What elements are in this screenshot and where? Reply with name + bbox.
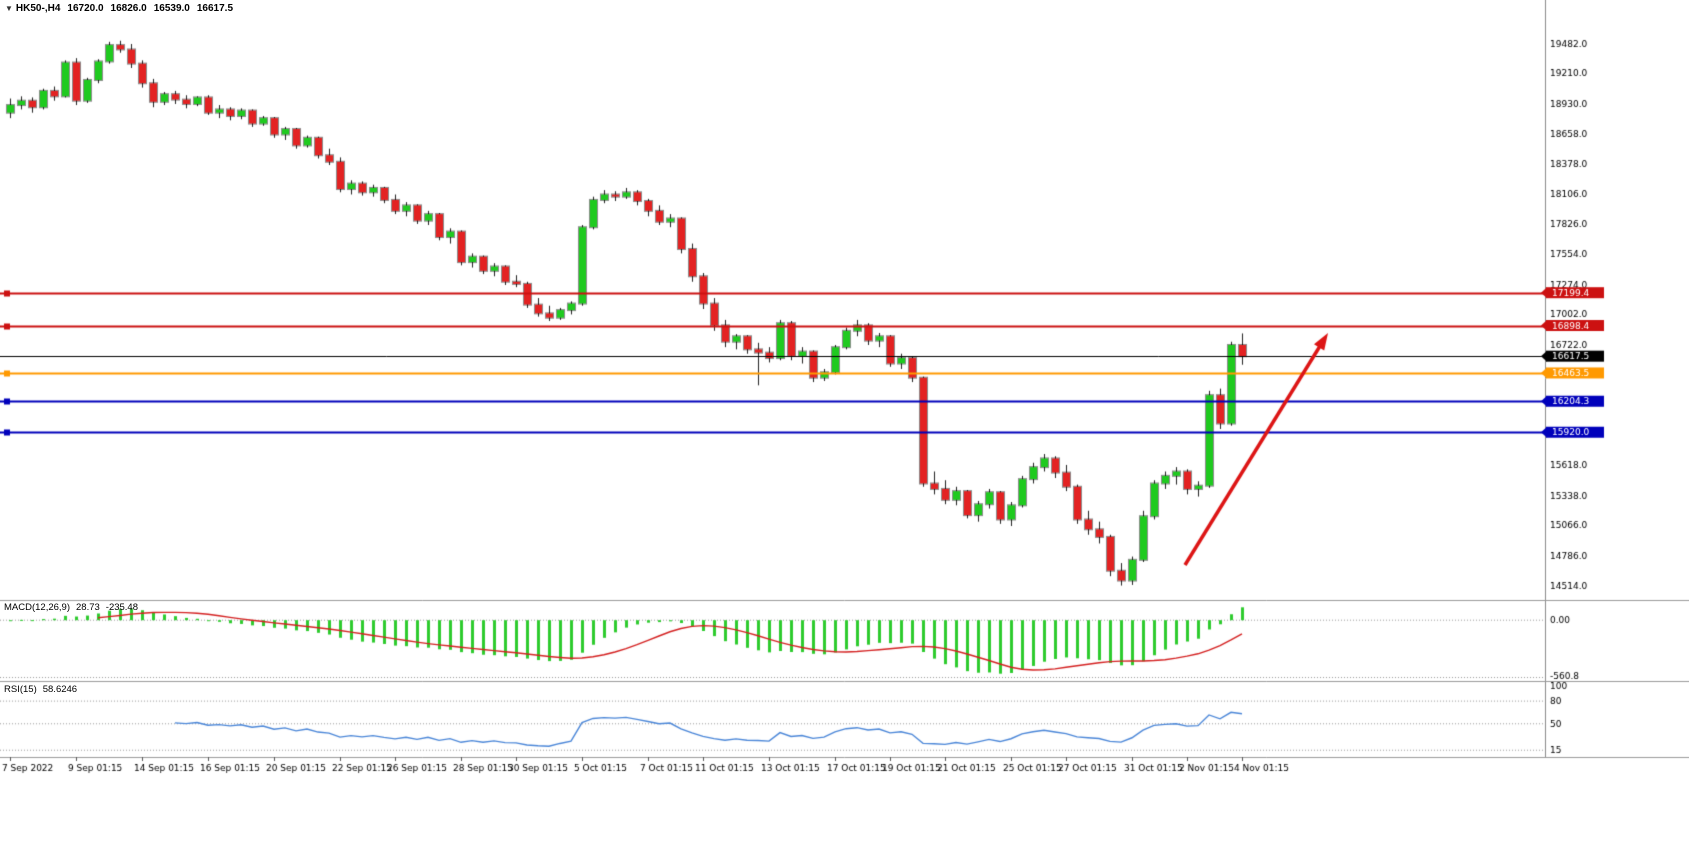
rsi-label-row: RSI(15) 58.6246 bbox=[4, 684, 77, 695]
ohlc-low-value: 16539.0 bbox=[153, 3, 190, 14]
macd-label: MACD(12,26,9) bbox=[4, 602, 70, 613]
symbol-collapse-icon[interactable]: ▼ bbox=[5, 4, 13, 13]
macd-main-value: 28.73 bbox=[76, 602, 100, 613]
ohlc-high-value: 16826.0 bbox=[110, 3, 147, 14]
ohlc-close-value: 16617.5 bbox=[196, 3, 234, 14]
ohlc-open-value: 16720.0 bbox=[67, 3, 104, 14]
macd-label-row: MACD(12,26,9) 28.73 -235.48 bbox=[4, 602, 138, 613]
rsi-label: RSI(15) bbox=[4, 684, 37, 695]
chart-header: ▼ HK50-,H4 16720.0 16826.0 16539.0 16617.5 bbox=[5, 3, 233, 14]
macd-signal-value: -235.48 bbox=[105, 602, 139, 613]
symbol-title: HK50-,H4 bbox=[15, 3, 61, 14]
rsi-value: 58.6246 bbox=[42, 684, 78, 695]
